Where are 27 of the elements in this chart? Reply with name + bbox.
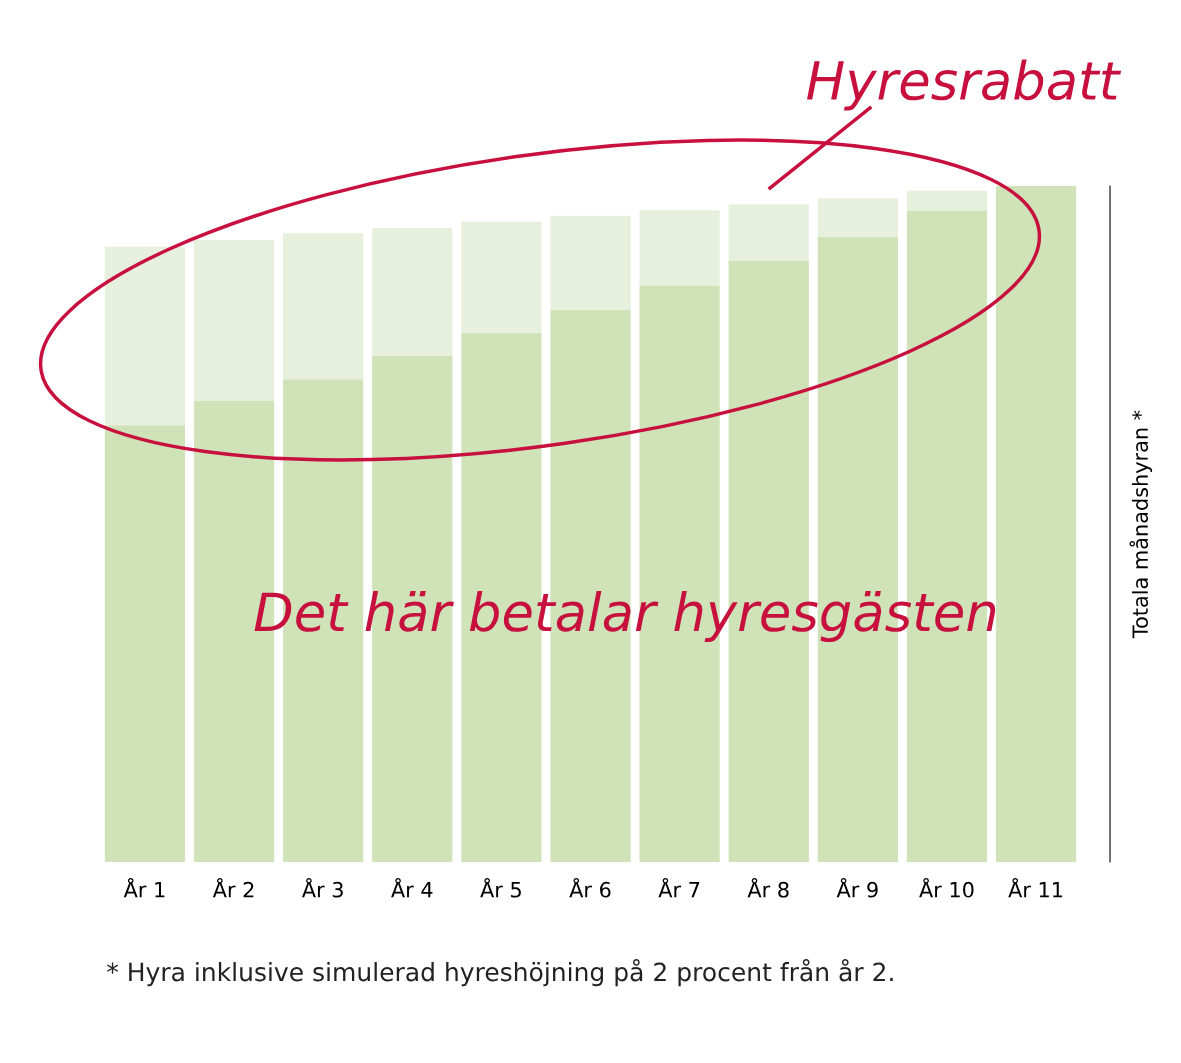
bar	[639, 210, 720, 287]
bar	[906, 190, 988, 212]
bar	[461, 221, 542, 333]
bar	[550, 215, 631, 310]
x-tick-label: År 11	[1008, 877, 1063, 898]
bar	[817, 198, 898, 237]
bar	[193, 240, 275, 401]
x-tick-label: År 2	[212, 877, 254, 898]
x-tick-label: År 8	[747, 877, 789, 898]
x-tick-label: År 5	[480, 877, 521, 898]
bar	[104, 425, 186, 862]
y-axis-title: Totala månadshyran *	[1129, 410, 1153, 639]
bar	[283, 233, 364, 380]
bar	[104, 246, 186, 426]
bar	[995, 186, 1077, 862]
x-tick-label: År 7	[658, 877, 700, 898]
x-tick-label: År 9	[836, 877, 878, 898]
bar	[372, 227, 453, 356]
text: * Hyra inklusive simulerad hyreshöjning på 2 procent från år 2.	[107, 959, 893, 987]
x-tick-label: År 1	[123, 877, 165, 898]
x-tick-label: År 3	[301, 877, 343, 898]
x-tick-label: År 10	[919, 877, 974, 898]
text: Hyresrabatt	[807, 59, 1122, 111]
bar	[728, 204, 809, 262]
annotation: Det här betalar hyresgästen	[254, 591, 996, 643]
x-tick-label: År 4	[391, 877, 433, 898]
x-tick-label: År 6	[569, 877, 611, 898]
